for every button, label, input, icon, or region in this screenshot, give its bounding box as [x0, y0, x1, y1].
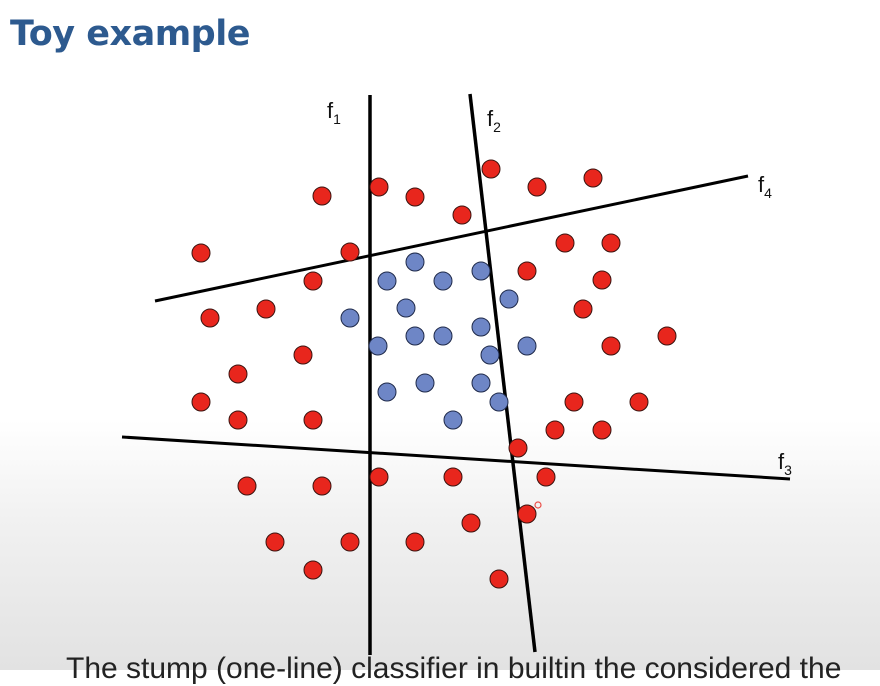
red-point	[312, 476, 332, 496]
red-point	[489, 569, 509, 589]
blue-point	[471, 261, 491, 281]
red-point	[303, 271, 323, 291]
label-f3: f3	[778, 449, 792, 478]
red-point	[601, 233, 621, 253]
red-point	[405, 187, 425, 207]
blue-point	[443, 410, 463, 430]
line-labels: f1 f2 f3 f4	[327, 98, 792, 478]
red-point	[369, 177, 389, 197]
red-point	[265, 532, 285, 552]
blue-point	[377, 382, 397, 402]
red-point	[592, 420, 612, 440]
line-f3	[121, 435, 791, 481]
blue-point	[471, 317, 491, 337]
red-point	[545, 420, 565, 440]
blue-point	[396, 298, 416, 318]
blue-point	[433, 271, 453, 291]
red-point	[452, 205, 472, 225]
blue-point	[377, 271, 397, 291]
red-point	[340, 532, 360, 552]
red-point	[657, 326, 677, 346]
blue-point	[471, 373, 491, 393]
red-point	[200, 308, 220, 328]
red-point	[583, 168, 603, 188]
blue-point	[517, 336, 537, 356]
red-point	[256, 299, 276, 319]
red-point	[461, 513, 481, 533]
red-point	[237, 476, 257, 496]
blue-point	[368, 336, 388, 356]
red-point	[191, 392, 211, 412]
red-class-points	[191, 159, 677, 589]
red-point	[191, 243, 211, 263]
label-f4: f4	[758, 172, 772, 201]
red-point	[601, 336, 621, 356]
red-point	[573, 299, 593, 319]
blue-point	[340, 308, 360, 328]
slide-title: Toy example	[10, 14, 250, 54]
red-point	[508, 438, 528, 458]
red-point	[629, 392, 649, 412]
red-point	[517, 504, 537, 524]
red-point	[405, 532, 425, 552]
toy-example-diagram: f1 f2 f3 f4	[121, 93, 792, 655]
red-point	[564, 392, 584, 412]
blue-class-points	[340, 252, 537, 430]
blue-point	[405, 252, 425, 272]
red-point	[481, 159, 501, 179]
red-point	[555, 233, 575, 253]
red-point	[303, 410, 323, 430]
red-point	[592, 270, 612, 290]
blue-point	[405, 326, 425, 346]
red-point	[369, 467, 389, 487]
blue-point	[480, 345, 500, 365]
label-f2: f2	[487, 106, 501, 135]
line-f4	[154, 174, 749, 303]
red-point	[228, 364, 248, 384]
label-f1: f1	[327, 98, 341, 127]
bottom-caption: The stump (one-line) classifier in built…	[66, 652, 842, 685]
red-point	[228, 410, 248, 430]
line-f2	[468, 93, 537, 653]
red-point	[536, 467, 556, 487]
red-point	[312, 186, 332, 206]
classifier-lines	[121, 93, 791, 655]
mouse-cursor-dot	[534, 501, 542, 509]
red-point	[293, 345, 313, 365]
blue-point	[415, 373, 435, 393]
red-point	[303, 560, 323, 580]
red-point	[517, 261, 537, 281]
red-point	[443, 467, 463, 487]
red-point	[527, 177, 547, 197]
blue-point	[433, 326, 453, 346]
blue-point	[499, 289, 519, 309]
red-point	[340, 242, 360, 262]
blue-point	[489, 392, 509, 412]
